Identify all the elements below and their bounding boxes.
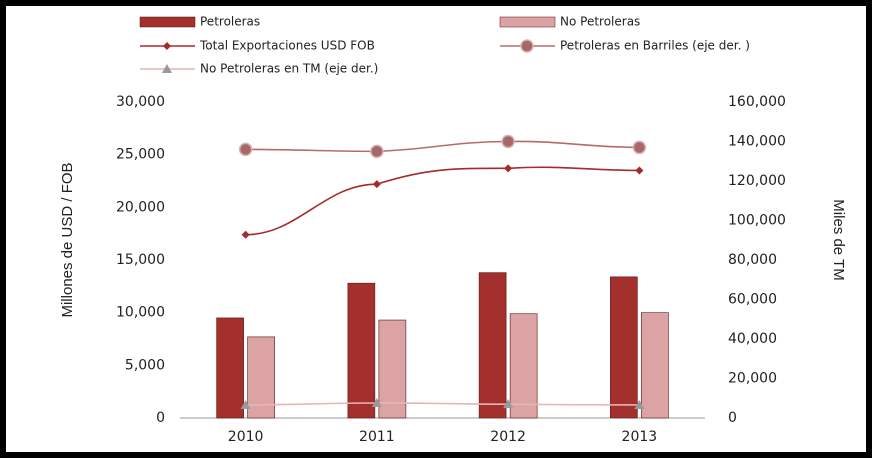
- page: {"chart_data": {"type": "combo", "catego…: [0, 0, 872, 458]
- legend-label: Petroleras en Barriles (eje der. ): [560, 39, 750, 53]
- y-tick-label: 10,000: [116, 305, 165, 321]
- chart: Millones de USD / FOB Miles de TM 0 5,000…: [0, 0, 872, 458]
- y2-tick-label: 40,000: [728, 331, 777, 347]
- x-tick-label: 2010: [228, 429, 264, 445]
- y2-tick-label: 120,000: [728, 173, 786, 189]
- y2-tick-label: 140,000: [728, 134, 786, 150]
- legend-label: Petroleras: [200, 15, 260, 29]
- marker: [521, 40, 533, 52]
- legend-label: No Petroleras: [560, 15, 640, 29]
- legend-label: No Petroleras en TM (eje der.): [200, 62, 378, 76]
- bar: [610, 277, 637, 418]
- y-tick-label: 20,000: [116, 199, 165, 215]
- y-tick-label: 25,000: [116, 147, 165, 163]
- x-tick-label: 2012: [490, 429, 526, 445]
- y-tick-label: 0: [156, 410, 165, 426]
- legend-label: Total Exportaciones USD FOB: [199, 39, 375, 53]
- y-tick-label: 5,000: [125, 357, 165, 373]
- marker: [371, 145, 383, 157]
- bar: [641, 313, 668, 418]
- bar: [217, 318, 244, 418]
- y2-axis-title: Miles de TM: [830, 199, 847, 280]
- frame: [3, 3, 869, 455]
- bar: [479, 273, 506, 418]
- y-tick-label: 15,000: [116, 252, 165, 268]
- marker: [240, 143, 252, 155]
- marker: [633, 141, 645, 153]
- legend-swatch: [140, 17, 195, 27]
- y2-tick-label: 100,000: [728, 213, 786, 229]
- marker: [502, 136, 514, 148]
- y2-tick-label: 0: [728, 410, 737, 426]
- y-tick-label: 30,000: [116, 94, 165, 110]
- x-tick-label: 2013: [622, 429, 658, 445]
- legend-swatch: [500, 17, 555, 27]
- y-axis-title: Millones de USD / FOB: [59, 162, 76, 317]
- y2-tick-label: 80,000: [728, 252, 777, 268]
- bar: [248, 337, 275, 418]
- y2-tick-label: 60,000: [728, 292, 777, 308]
- x-tick-label: 2011: [359, 429, 395, 445]
- y2-tick-label: 20,000: [728, 371, 777, 387]
- bar: [510, 314, 537, 418]
- y2-tick-label: 160,000: [728, 94, 786, 110]
- bar: [348, 283, 375, 418]
